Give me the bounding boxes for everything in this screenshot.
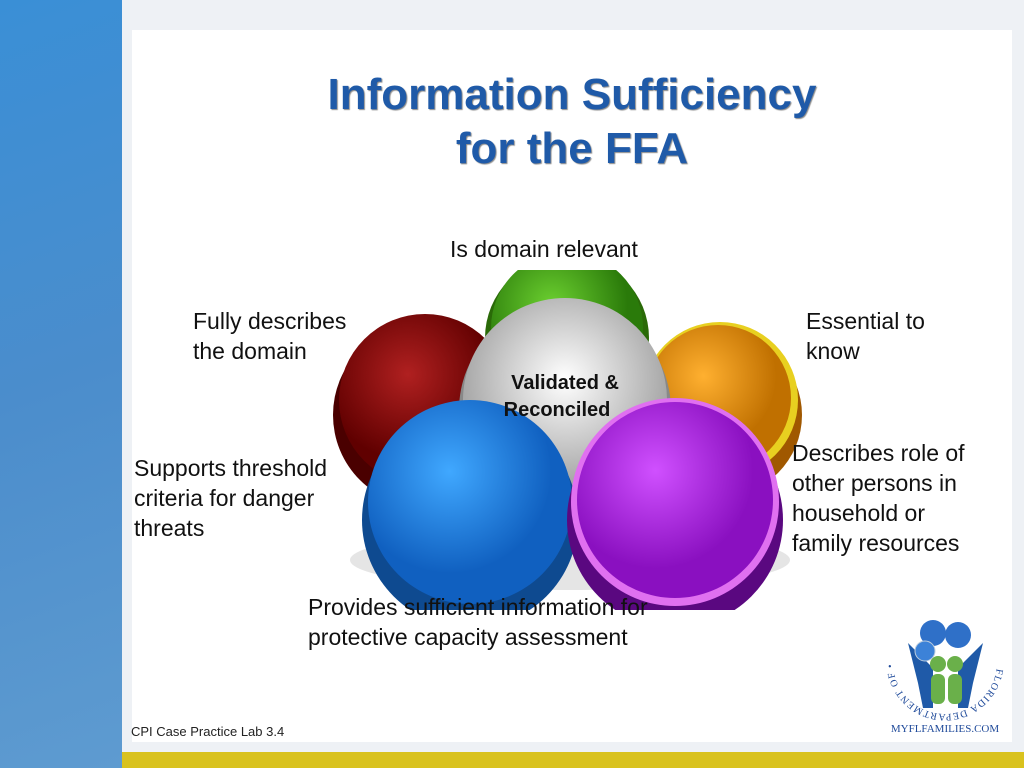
- slide-title-line2: for the FFA: [455, 124, 689, 173]
- puzzle-flower-diagram: [333, 270, 802, 610]
- left-decorative-bar: [0, 0, 122, 768]
- label-line: the domain: [193, 338, 307, 364]
- slide-title-line1: Information Sufficiency: [327, 70, 817, 119]
- label-bottom-left: Supports threshold criteria for danger t…: [134, 453, 327, 543]
- dcf-logo: FLORIDA DEPARTMENT OF • CHILDREN AND FAM…: [878, 588, 1004, 735]
- label-line: Fully describes: [193, 308, 347, 334]
- label-line: Provides sufficient information for: [308, 594, 648, 620]
- footer-text: CPI Case Practice Lab 3.4: [131, 724, 285, 739]
- label-line: threats: [134, 515, 205, 541]
- bottom-accent-bar: [122, 752, 1024, 768]
- label-top-left: Fully describes the domain: [193, 306, 346, 366]
- label-line: Essential to: [806, 308, 925, 334]
- label-line: know: [806, 338, 860, 364]
- petal-purple: [567, 398, 783, 610]
- label-bottom-right: Describes role of other persons in house…: [792, 438, 965, 558]
- label-line: protective capacity assessment: [308, 624, 628, 650]
- label-bottom: Provides sufficient information for prot…: [308, 592, 648, 652]
- center-label-line2: Reconciled: [503, 399, 611, 421]
- label-line: Describes role of: [792, 440, 965, 466]
- label-line: criteria for danger: [134, 485, 315, 511]
- petal-blue: [362, 400, 578, 610]
- label-line: Supports threshold: [134, 455, 328, 481]
- logo-url-text: MYFLFAMILIES.COM: [891, 723, 1000, 735]
- label-line: household or: [792, 500, 925, 526]
- label-line: other persons in: [792, 470, 957, 496]
- top-band: [122, 0, 1024, 30]
- label-top-right: Essential to know: [806, 306, 925, 366]
- label-top: Is domain relevant: [450, 236, 638, 262]
- label-line: family resources: [792, 530, 960, 556]
- center-label-line1: Validated &: [511, 372, 619, 394]
